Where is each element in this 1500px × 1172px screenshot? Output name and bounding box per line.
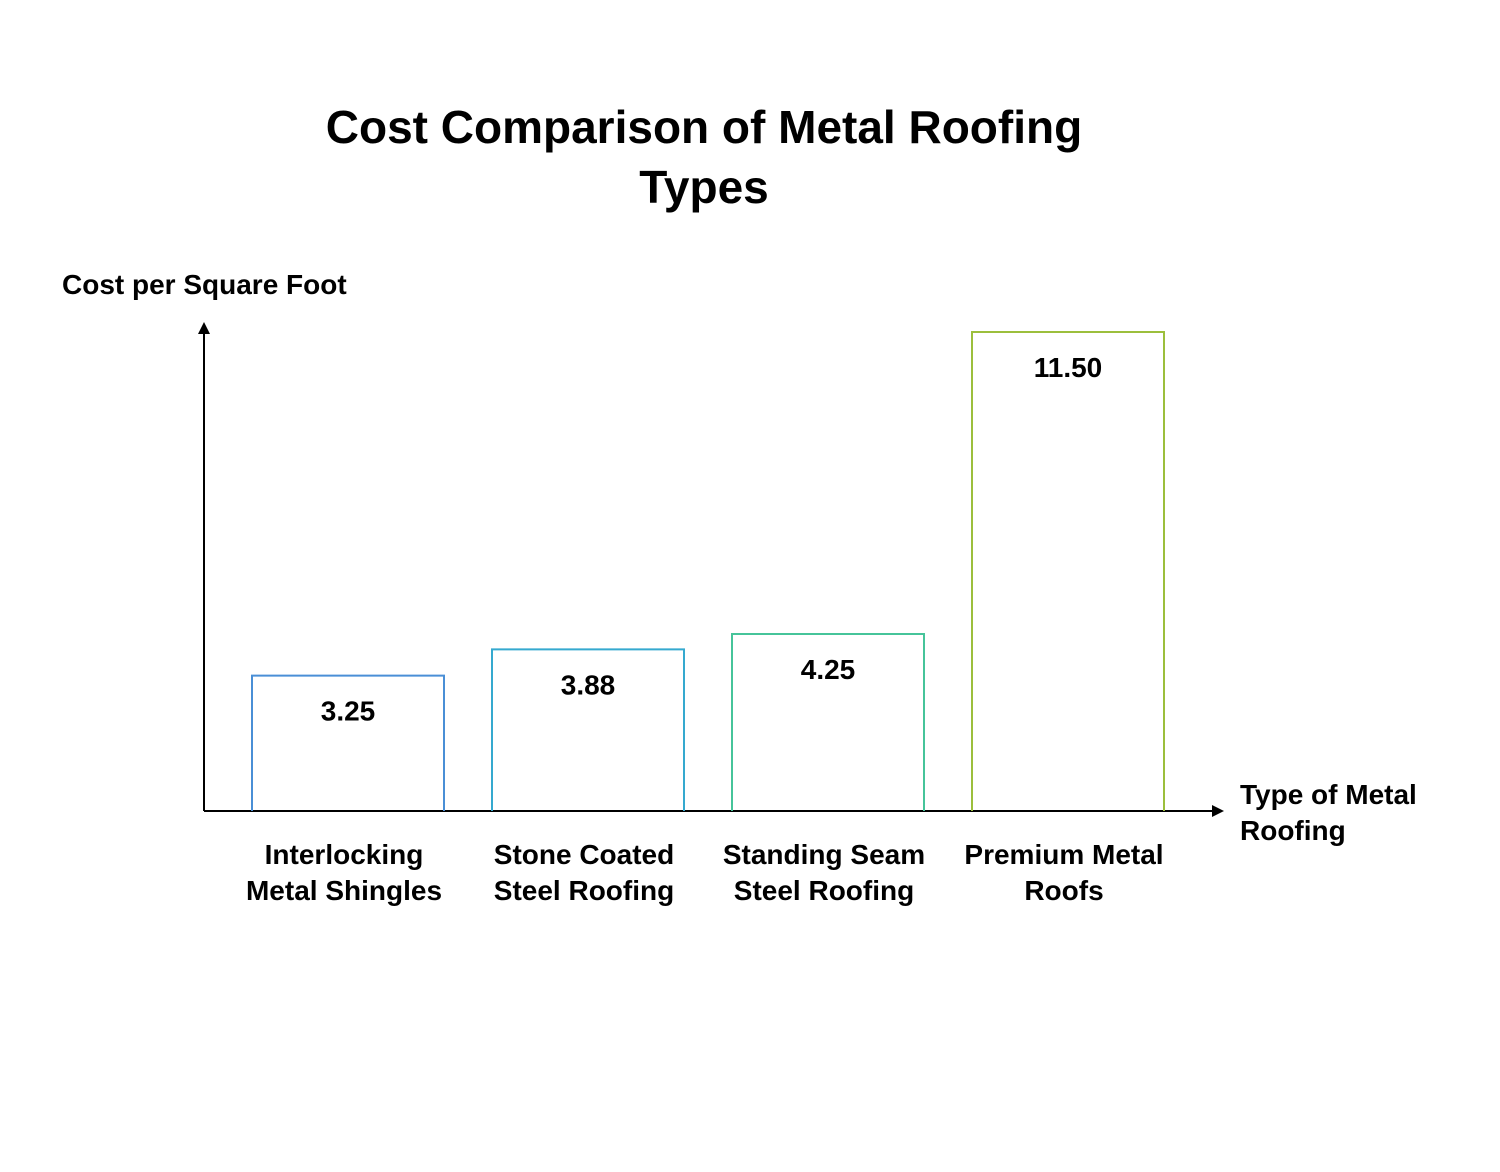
chart-title: Cost Comparison of Metal Roofing Types: [326, 101, 1082, 213]
bars: [251, 331, 1165, 811]
bar: [251, 674, 445, 811]
y-axis-label: Cost per Square Foot: [62, 269, 347, 300]
bar-value-label: 4.25: [801, 654, 856, 685]
x-axis-label: Type of Metal Roofing: [1240, 779, 1417, 846]
x-axis-label-line: Roofing: [1240, 815, 1346, 846]
bar: [491, 648, 685, 811]
category-label: Stone Coated: [494, 839, 674, 870]
category-label: Steel Roofing: [494, 875, 674, 906]
axes: [198, 322, 1224, 817]
category-label: Metal Shingles: [246, 875, 442, 906]
category-label: Premium Metal: [964, 839, 1163, 870]
value-labels: 3.25 3.88 4.25 11.50: [321, 352, 1103, 727]
y-axis-arrow: [198, 322, 210, 334]
x-axis-arrow: [1212, 805, 1224, 817]
category-label: Steel Roofing: [734, 875, 914, 906]
chart-title-line: Cost Comparison of Metal Roofing: [326, 101, 1082, 153]
category-label: Standing Seam: [723, 839, 925, 870]
chart-title-line: Types: [639, 161, 769, 213]
category-labels: Interlocking Metal Shingles Stone Coated St…: [246, 839, 1164, 906]
x-axis-label-line: Type of Metal: [1240, 779, 1417, 810]
bar-value-label: 11.50: [1034, 352, 1103, 383]
bar-value-label: 3.25: [321, 696, 376, 727]
bar: [731, 632, 925, 811]
bar: [971, 331, 1165, 811]
category-label: Interlocking: [265, 839, 424, 870]
bar-value-label: 3.88: [561, 669, 616, 700]
category-label: Roofs: [1024, 875, 1103, 906]
